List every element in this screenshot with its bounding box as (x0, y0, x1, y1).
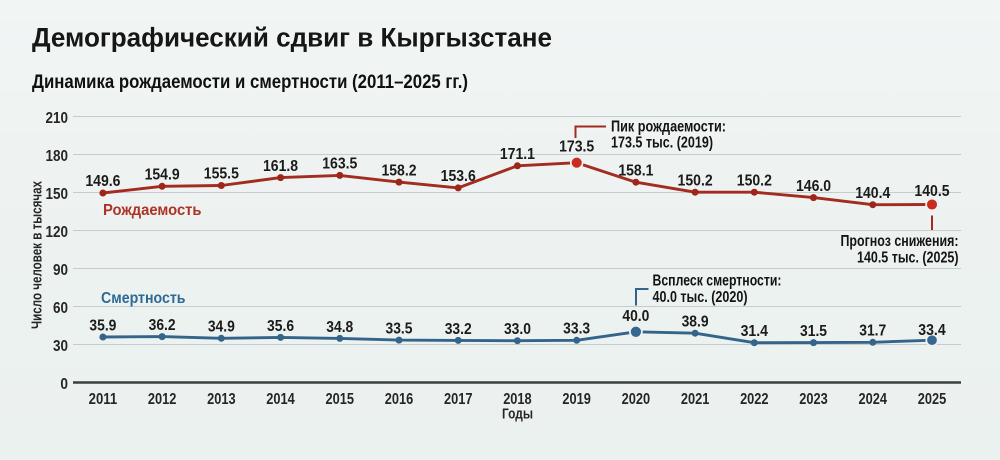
svg-text:146.0: 146.0 (796, 178, 831, 195)
svg-text:2024: 2024 (859, 391, 888, 408)
svg-text:140.5 тыс. (2025): 140.5 тыс. (2025) (857, 250, 959, 267)
svg-text:2020: 2020 (622, 391, 651, 408)
svg-text:38.9: 38.9 (682, 314, 709, 331)
svg-text:34.8: 34.8 (326, 319, 353, 336)
svg-text:60: 60 (53, 300, 68, 317)
svg-text:2019: 2019 (562, 391, 591, 408)
svg-text:173.5 тыс. (2019): 173.5 тыс. (2019) (611, 135, 713, 152)
svg-text:90: 90 (53, 262, 68, 279)
svg-text:33.5: 33.5 (386, 320, 413, 337)
svg-text:Прогноз снижения:: Прогноз снижения: (841, 233, 959, 250)
svg-text:2022: 2022 (740, 391, 769, 408)
svg-text:0: 0 (60, 376, 68, 393)
svg-text:31.4: 31.4 (741, 323, 769, 340)
svg-text:33.2: 33.2 (445, 321, 472, 338)
svg-text:149.6: 149.6 (85, 173, 120, 190)
svg-text:154.9: 154.9 (145, 166, 180, 183)
svg-text:171.1: 171.1 (500, 146, 536, 163)
svg-text:2023: 2023 (799, 391, 828, 408)
svg-text:150.2: 150.2 (737, 172, 772, 189)
svg-text:34.9: 34.9 (208, 319, 235, 336)
svg-text:35.9: 35.9 (89, 317, 116, 334)
svg-text:158.1: 158.1 (618, 162, 654, 179)
svg-text:2011: 2011 (89, 391, 118, 408)
svg-text:180: 180 (46, 148, 69, 165)
svg-text:Пик рождаемости:: Пик рождаемости: (611, 119, 726, 136)
svg-text:163.5: 163.5 (322, 156, 358, 173)
svg-text:150.2: 150.2 (678, 172, 713, 189)
svg-text:Всплеск смертности:: Всплеск смертности: (653, 273, 782, 290)
svg-text:173.5: 173.5 (559, 138, 595, 155)
svg-text:40.0 тыс. (2020): 40.0 тыс. (2020) (653, 289, 748, 306)
svg-text:2025: 2025 (918, 391, 947, 408)
svg-text:150: 150 (46, 186, 69, 203)
svg-text:Смертность: Смертность (101, 290, 186, 307)
svg-text:33.4: 33.4 (918, 322, 946, 339)
svg-text:155.5: 155.5 (204, 166, 240, 183)
svg-text:2017: 2017 (444, 391, 473, 408)
svg-text:33.3: 33.3 (563, 321, 590, 338)
svg-text:31.5: 31.5 (800, 323, 827, 340)
svg-text:2013: 2013 (207, 391, 236, 408)
svg-text:Демографический сдвиг в Кыргыз: Демографический сдвиг в Кыргызстане (32, 23, 552, 53)
svg-text:2015: 2015 (326, 391, 355, 408)
svg-text:Динамика рождаемости и смертно: Динамика рождаемости и смертности (2011–… (32, 72, 468, 93)
svg-text:Годы: Годы (502, 407, 533, 423)
svg-text:140.4: 140.4 (855, 185, 891, 202)
svg-text:35.6: 35.6 (267, 318, 294, 335)
svg-text:30: 30 (53, 338, 68, 355)
svg-text:40.0: 40.0 (622, 308, 649, 325)
svg-text:2012: 2012 (148, 391, 177, 408)
svg-text:120: 120 (46, 224, 69, 241)
svg-text:158.2: 158.2 (381, 162, 416, 179)
svg-text:31.7: 31.7 (859, 323, 886, 340)
svg-text:2016: 2016 (385, 391, 414, 408)
svg-text:2018: 2018 (503, 391, 532, 408)
svg-text:210: 210 (46, 110, 69, 127)
svg-text:161.8: 161.8 (263, 158, 299, 175)
svg-text:Число человек в тысячах: Число человек в тысячах (30, 181, 46, 329)
svg-text:153.6: 153.6 (441, 168, 476, 185)
svg-text:33.0: 33.0 (504, 321, 531, 338)
svg-text:140.5: 140.5 (914, 183, 950, 200)
svg-text:Рождаемость: Рождаемость (103, 202, 202, 219)
svg-text:36.2: 36.2 (149, 317, 176, 334)
svg-text:2021: 2021 (681, 391, 710, 408)
svg-text:2014: 2014 (266, 391, 295, 408)
